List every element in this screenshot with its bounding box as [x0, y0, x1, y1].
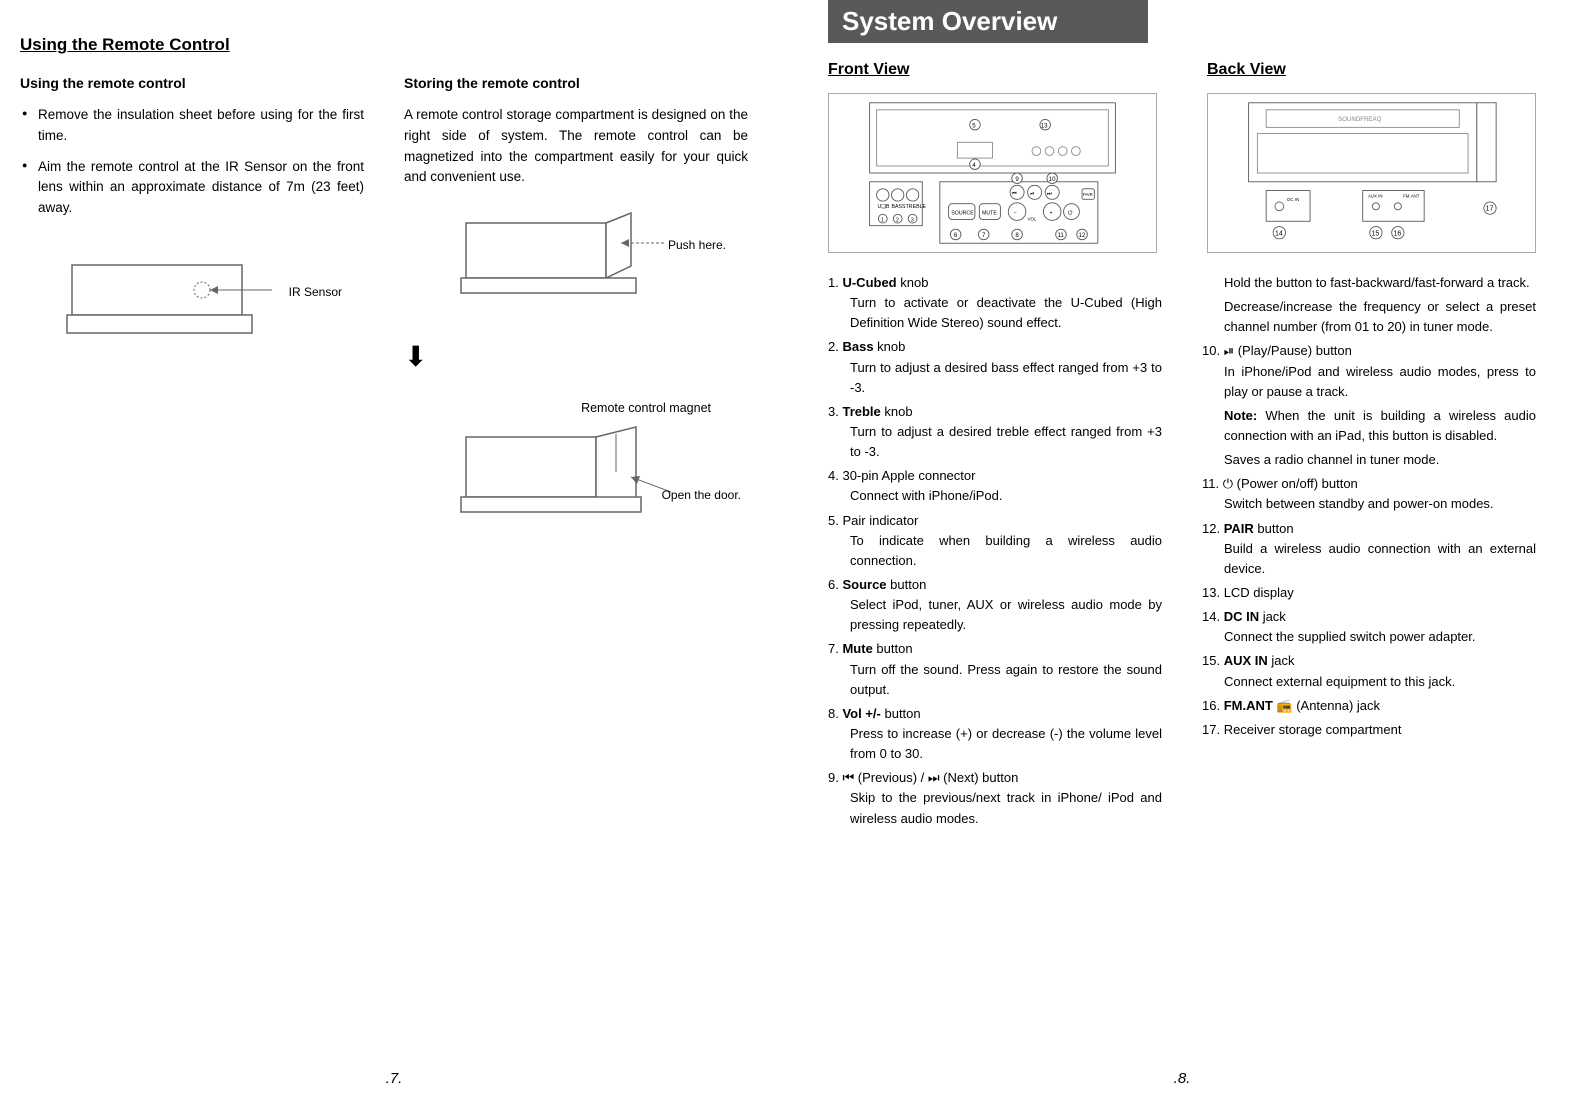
- desc-item: Hold the button to fast-backward/fast-fo…: [1202, 273, 1536, 293]
- svg-text:9: 9: [1015, 176, 1019, 183]
- front-diagram: U❑BBASSTREBLE 1 2 3 SOURCE MUTE − + VOL …: [828, 93, 1157, 253]
- desc-item: 8. Vol +/- buttonPress to increase (+) o…: [828, 704, 1162, 764]
- svg-text:⏮: ⏮: [1012, 191, 1017, 197]
- desc-item: 5. Pair indicatorTo indicate when buildi…: [828, 511, 1162, 571]
- svg-text:PAIR: PAIR: [1083, 192, 1093, 197]
- svg-text:10: 10: [1049, 176, 1056, 183]
- desc-item: 14. DC IN jackConnect the supplied switc…: [1202, 607, 1536, 647]
- svg-text:SOUNDFREAQ: SOUNDFREAQ: [1338, 116, 1381, 123]
- push-label: Push here.: [668, 236, 726, 255]
- desc-item: Decrease/increase the frequency or selec…: [1202, 297, 1536, 337]
- svg-text:6: 6: [954, 232, 958, 239]
- desc-item: 17. Receiver storage compartment: [1202, 720, 1536, 740]
- view-row: Front View U❑BBASSTREBLE 1 2 3 SOURCE: [828, 61, 1536, 253]
- svg-text:+: +: [1050, 210, 1053, 216]
- svg-text:U❑B: U❑B: [878, 204, 890, 210]
- storing-remote-heading: Storing the remote control: [404, 73, 748, 95]
- desc-item: Note: When the unit is building a wirele…: [1202, 406, 1536, 446]
- desc-item: Saves a radio channel in tuner mode.: [1202, 450, 1536, 470]
- svg-text:3: 3: [911, 217, 914, 223]
- svg-text:12: 12: [1079, 232, 1086, 239]
- open-door-label: Open the door.: [662, 486, 741, 505]
- svg-text:15: 15: [1372, 230, 1380, 237]
- desc-col-left: 1. U-Cubed knobTurn to activate or deact…: [828, 273, 1162, 833]
- description-columns: 1. U-Cubed knobTurn to activate or deact…: [828, 273, 1536, 833]
- svg-text:DC IN: DC IN: [1287, 197, 1299, 202]
- svg-text:4: 4: [972, 162, 976, 169]
- svg-text:AUX IN: AUX IN: [1368, 194, 1383, 199]
- desc-item: 2. Bass knobTurn to adjust a desired bas…: [828, 337, 1162, 397]
- svg-text:17: 17: [1486, 206, 1494, 213]
- bullet-1: Remove the insulation sheet before using…: [20, 105, 364, 147]
- remote-columns: Using the remote control Remove the insu…: [20, 73, 748, 559]
- svg-text:16: 16: [1393, 230, 1401, 237]
- storing-remote-para: A remote control storage compartment is …: [404, 105, 748, 189]
- front-view-col: Front View U❑BBASSTREBLE 1 2 3 SOURCE: [828, 61, 1157, 253]
- page-8: System Overview Front View U❑BBASSTREBLE…: [788, 0, 1576, 1097]
- svg-text:VOL: VOL: [1028, 216, 1037, 221]
- arrow-down-icon: ⬇: [404, 335, 748, 378]
- desc-item: 10. ⏯ (Play/Pause) buttonIn iPhone/iPod …: [1202, 341, 1536, 401]
- using-remote-heading: Using the remote control: [20, 73, 364, 95]
- svg-text:13: 13: [1041, 122, 1048, 129]
- desc-item: 4. 30-pin Apple connectorConnect with iP…: [828, 466, 1162, 506]
- back-diagram: SOUNDFREAQ DC IN AUX IN FM.ANT 14 15 16 …: [1207, 93, 1536, 253]
- page-num-8: .8.: [1174, 1070, 1191, 1087]
- svg-text:−: −: [1014, 210, 1017, 216]
- storing-remote-col: Storing the remote control A remote cont…: [404, 73, 748, 559]
- desc-item: 13. LCD display: [1202, 583, 1536, 603]
- using-remote-col: Using the remote control Remove the insu…: [20, 73, 364, 559]
- desc-col-right: Hold the button to fast-backward/fast-fo…: [1202, 273, 1536, 833]
- using-remote-list: Remove the insulation sheet before using…: [20, 105, 364, 220]
- magnet-figure: Remote control magnet Open the door.: [404, 399, 748, 539]
- desc-item: 9. ⏮ (Previous) / ⏭ (Next) buttonSkip to…: [828, 768, 1162, 828]
- magnet-title: Remote control magnet: [441, 399, 711, 418]
- svg-text:⏭: ⏭: [1047, 191, 1052, 197]
- system-overview-header: System Overview: [828, 0, 1148, 43]
- desc-item: 3. Treble knobTurn to adjust a desired t…: [828, 402, 1162, 462]
- magnet-svg: [436, 422, 716, 532]
- desc-item: 16. FM.ANT 📻 (Antenna) jack: [1202, 696, 1536, 716]
- svg-text:⏯: ⏯: [1030, 191, 1034, 197]
- svg-text:BASS: BASS: [892, 204, 907, 210]
- desc-item: 11. ⏻ (Power on/off) buttonSwitch betwee…: [1202, 474, 1536, 514]
- ir-sensor-label: IR Sensor: [289, 283, 342, 302]
- svg-text:7: 7: [982, 232, 986, 239]
- desc-item: 12. PAIR buttonBuild a wireless audio co…: [1202, 519, 1536, 579]
- back-view-title: Back View: [1207, 61, 1536, 79]
- push-svg: [436, 208, 716, 308]
- page-7: Using the Remote Control Using the remot…: [0, 0, 788, 1097]
- ir-sensor-figure: IR Sensor: [20, 245, 364, 362]
- back-view-col: Back View SOUNDFREAQ DC IN AUX IN FM.ANT…: [1207, 61, 1536, 253]
- svg-text:14: 14: [1275, 230, 1283, 237]
- svg-text:5: 5: [972, 122, 976, 129]
- svg-text:TREBLE: TREBLE: [906, 204, 927, 210]
- remote-title: Using the Remote Control: [20, 35, 748, 55]
- push-figure: Push here.: [404, 208, 748, 315]
- svg-text:1: 1: [881, 217, 884, 223]
- svg-text:11: 11: [1057, 232, 1064, 239]
- svg-text:SOURCE: SOURCE: [951, 210, 974, 216]
- desc-item: 6. Source buttonSelect iPod, tuner, AUX …: [828, 575, 1162, 635]
- svg-text:8: 8: [1015, 232, 1019, 239]
- back-diagram-svg: SOUNDFREAQ DC IN AUX IN FM.ANT 14 15 16 …: [1208, 94, 1535, 252]
- desc-item: 7. Mute buttonTurn off the sound. Press …: [828, 639, 1162, 699]
- page-num-7: .7.: [386, 1070, 403, 1087]
- bullet-2: Aim the remote control at the IR Sensor …: [20, 157, 364, 220]
- desc-item: 15. AUX IN jackConnect external equipmen…: [1202, 651, 1536, 691]
- svg-text:MUTE: MUTE: [982, 210, 997, 216]
- svg-text:2: 2: [896, 217, 899, 223]
- front-view-title: Front View: [828, 61, 1157, 79]
- desc-item: 1. U-Cubed knobTurn to activate or deact…: [828, 273, 1162, 333]
- svg-text:FM.ANT: FM.ANT: [1403, 194, 1420, 199]
- front-diagram-svg: U❑BBASSTREBLE 1 2 3 SOURCE MUTE − + VOL …: [829, 94, 1156, 252]
